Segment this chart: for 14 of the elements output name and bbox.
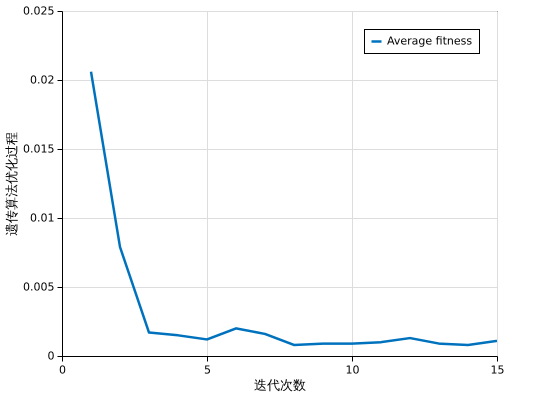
x-tick-label: 15 — [490, 364, 504, 376]
y-tick-label: 0.025 — [23, 4, 54, 18]
x-tick-label: 5 — [204, 364, 211, 376]
y-axis-title: 遗传算法优化过程 — [5, 132, 20, 236]
y-tick-label: 0.01 — [30, 212, 54, 224]
y-tick-label: 0.015 — [23, 142, 54, 156]
y-tick-label: 0.02 — [30, 74, 54, 86]
x-tick-label: 10 — [346, 364, 360, 376]
y-tick-label: 0 — [48, 350, 54, 362]
legend-label: Average fitness — [387, 34, 472, 48]
line-series — [90, 70, 497, 346]
y-tick-label: 0.005 — [23, 280, 54, 294]
x-axis-title: 迭代次数 — [254, 378, 306, 394]
x-tick-label: 0 — [59, 364, 66, 376]
